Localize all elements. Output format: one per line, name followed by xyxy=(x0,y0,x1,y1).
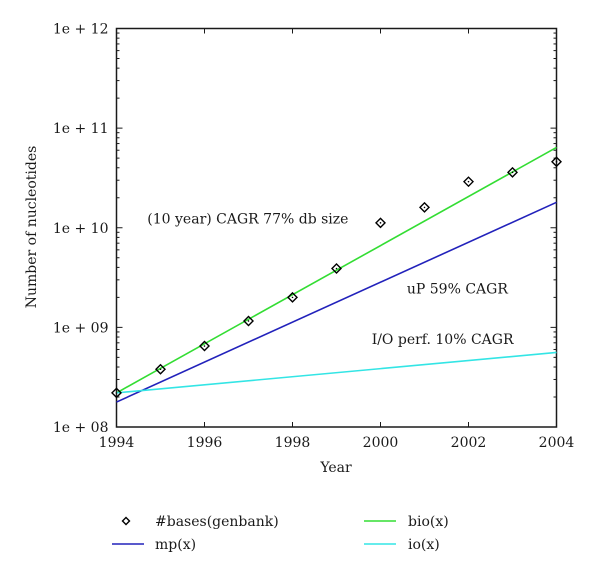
data-point xyxy=(111,387,122,399)
x-tick-label: 1998 xyxy=(275,435,311,451)
data-point xyxy=(419,201,430,213)
y-axis-label: Number of nucleotides xyxy=(24,146,40,309)
data-point xyxy=(463,176,474,188)
data-point-center xyxy=(335,267,338,270)
data-point-center xyxy=(511,171,514,174)
y-tick-label: 1e + 12 xyxy=(53,22,109,38)
x-tick-label: 2002 xyxy=(451,435,487,451)
data-point xyxy=(551,156,562,168)
data-points xyxy=(111,156,562,399)
data-point xyxy=(375,217,386,229)
data-point-center xyxy=(467,180,470,183)
legend-label: io(x) xyxy=(408,537,440,553)
x-tick-label: 1994 xyxy=(99,435,135,451)
data-point-center xyxy=(247,320,250,322)
annotation: (10 year) CAGR 77% db size xyxy=(147,212,348,228)
data-point-center xyxy=(203,345,206,347)
legend-item: bio(x) xyxy=(364,514,449,530)
y-tick-label: 1e + 09 xyxy=(53,320,109,336)
x-tick-label: 2000 xyxy=(363,435,399,451)
data-point-center xyxy=(159,368,162,371)
y-tick-label: 1e + 10 xyxy=(53,221,109,237)
plot-frame xyxy=(115,27,558,428)
y-ticks: 1e + 08 1e + 09 1e + 10 1e + 11 1e + 12 xyxy=(53,22,557,436)
series-line-biox xyxy=(116,146,557,394)
data-point-center xyxy=(555,160,558,163)
series-line-iox xyxy=(116,351,557,394)
legend-marker-diamond xyxy=(121,516,131,526)
annotations: (10 year) CAGR 77% db size uP 59% CAGR I/O… xyxy=(147,212,514,348)
data-point-center xyxy=(423,206,426,209)
legend: #bases(genbank) bio(x) mp(x) io(x) xyxy=(112,514,449,553)
legend-item: #bases(genbank) xyxy=(121,514,279,530)
x-ticks: 1994 1996 1998 2000 2002 2004 xyxy=(99,28,575,451)
data-point xyxy=(199,340,210,352)
annotation: I/O perf. 10% CAGR xyxy=(372,332,514,348)
y-tick-label: 1e + 08 xyxy=(53,420,109,436)
data-point xyxy=(331,263,342,274)
data-point-center xyxy=(379,222,382,224)
annotation: uP 59% CAGR xyxy=(407,281,508,297)
x-axis-label: Year xyxy=(319,460,352,476)
x-tick-label: 2004 xyxy=(539,435,575,451)
data-point xyxy=(507,166,518,178)
data-point xyxy=(287,291,298,303)
data-point xyxy=(155,363,166,375)
legend-label: mp(x) xyxy=(155,537,196,553)
data-point xyxy=(243,315,254,327)
series-line-mpx xyxy=(116,201,557,403)
data-point-center xyxy=(115,392,118,394)
y-minor-ticks xyxy=(116,32,557,398)
legend-item: mp(x) xyxy=(112,537,196,553)
x-tick-label: 1996 xyxy=(187,435,223,451)
legend-label: #bases(genbank) xyxy=(155,514,279,530)
data-point-center xyxy=(291,296,294,299)
legend-label: bio(x) xyxy=(408,514,449,530)
legend-item: io(x) xyxy=(364,537,440,553)
series-lines xyxy=(116,146,557,403)
y-tick-label: 1e + 11 xyxy=(53,121,109,137)
